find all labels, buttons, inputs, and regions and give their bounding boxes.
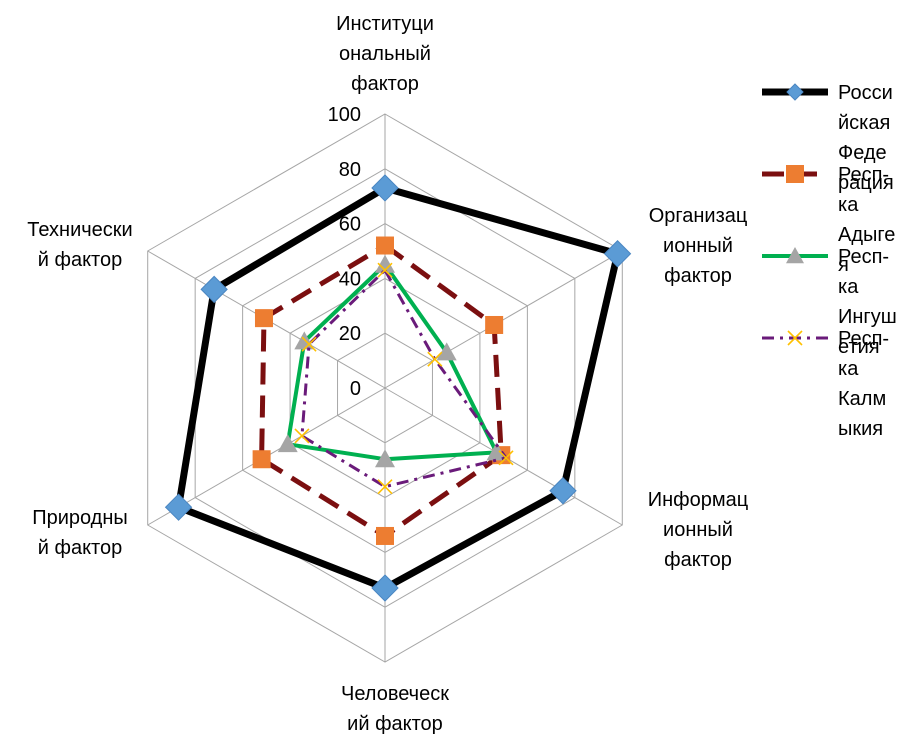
axis-label-line: Информац <box>648 489 748 511</box>
legend-label-line: рация <box>838 172 894 194</box>
grid-spoke <box>384 250 623 389</box>
legend-label-line: ка <box>838 194 859 216</box>
series-group <box>164 174 632 602</box>
axis-label-line: фактор <box>664 549 732 571</box>
legend-label-line: я <box>838 254 849 276</box>
data-point-x <box>427 351 443 367</box>
data-point-x <box>787 330 803 346</box>
legend-label: Респ-ка Ингуш етия <box>838 246 897 358</box>
data-point-x <box>294 428 310 444</box>
axis-label-line: ионный <box>663 519 733 541</box>
legend-label-line: Респ- <box>838 246 889 268</box>
axis-label-line: Человеческ <box>341 683 449 705</box>
axis-label: Человеческ ий фактор <box>341 683 449 735</box>
tick-label: 40 <box>339 268 361 290</box>
data-point-diamond <box>371 174 399 202</box>
data-point-triangle <box>375 254 395 273</box>
legend-label-line: Росси <box>838 82 893 104</box>
data-point-diamond <box>371 574 399 602</box>
axis-label-line: ий фактор <box>347 713 443 735</box>
data-point-diamond <box>786 83 804 101</box>
tick-label: 0 <box>350 378 361 400</box>
axis-label-line: фактор <box>351 73 419 95</box>
axis-label: Институци ональный фактор <box>336 13 434 95</box>
axis-label-line: ональный <box>339 43 431 65</box>
radial-tick-labels: 0 20 40 60 80 100 <box>328 104 361 400</box>
axis-label-line: Технически <box>27 219 132 241</box>
axis-label: Природны й фактор <box>32 507 128 559</box>
series-2 <box>277 254 507 468</box>
tick-label: 60 <box>339 214 361 236</box>
legend-label-line: Ингуш <box>838 306 897 328</box>
legend-label-line: ка <box>838 276 859 298</box>
legend-label: Респ-ка Адыге я <box>838 164 895 276</box>
legend-label-line: Адыге <box>838 224 895 246</box>
data-point-square <box>485 315 504 334</box>
data-point-x <box>377 262 393 278</box>
legend-label-line: етия <box>838 336 880 358</box>
data-point-square <box>254 309 273 328</box>
axis-label-line: Природны <box>32 507 128 529</box>
legend-label: Респ-ка Калм ыкия <box>838 328 889 440</box>
data-point-diamond <box>200 275 228 304</box>
axis-labels: Институци ональный фактор Организац ионный фа… <box>27 13 748 735</box>
data-point-x <box>301 336 317 352</box>
legend-item: Респ-ка Адыге я <box>762 164 895 276</box>
data-point-triangle <box>486 442 507 461</box>
axis-label: Информац ионный фактор <box>648 489 748 571</box>
legend-label-line: Респ- <box>838 328 889 350</box>
series-0 <box>164 174 632 602</box>
legend-label: Росси йская Феде рация <box>838 82 894 194</box>
legend-label-line: Калм <box>838 388 886 410</box>
data-point-square <box>252 450 271 469</box>
axis-label-line: й фактор <box>38 537 122 559</box>
axis-label: Организац ионный фактор <box>649 205 748 287</box>
axis-label-line: Институци <box>336 13 434 35</box>
axis-label-line: ионный <box>663 235 733 257</box>
data-point-triangle <box>277 434 298 453</box>
tick-label: 20 <box>339 323 361 345</box>
series-line <box>175 184 622 592</box>
legend-item: Респ-ка Ингуш етия <box>762 246 897 358</box>
legend-label-line: Респ- <box>838 164 889 186</box>
series-line <box>285 262 499 462</box>
legend-label-line: ыкия <box>838 418 883 440</box>
data-point-square <box>376 526 394 545</box>
legend-label-line: Феде <box>838 142 887 164</box>
tick-label: 80 <box>339 159 361 181</box>
data-point-triangle <box>786 247 804 264</box>
data-point-diamond <box>164 493 193 521</box>
data-point-x <box>377 479 393 495</box>
axis-label-line: й фактор <box>38 249 122 271</box>
legend-label-line: йская <box>838 112 890 134</box>
legend-item: Респ-ка Калм ыкия <box>762 328 889 440</box>
axis-label-line: Организац <box>649 205 748 227</box>
tick-label: 100 <box>328 104 361 126</box>
series-3 <box>294 262 514 495</box>
data-point-diamond <box>549 477 577 505</box>
legend-label-line: ка <box>838 358 859 380</box>
axis-label-line: фактор <box>664 265 732 287</box>
data-point-square <box>376 236 394 255</box>
data-point-x <box>498 450 514 466</box>
data-point-triangle <box>436 342 457 361</box>
axis-label: Технически й фактор <box>27 219 132 271</box>
data-point-diamond <box>603 240 632 268</box>
legend-item: Росси йская Феде рация <box>762 82 894 194</box>
data-point-triangle <box>375 449 395 468</box>
data-point-square <box>786 165 804 183</box>
